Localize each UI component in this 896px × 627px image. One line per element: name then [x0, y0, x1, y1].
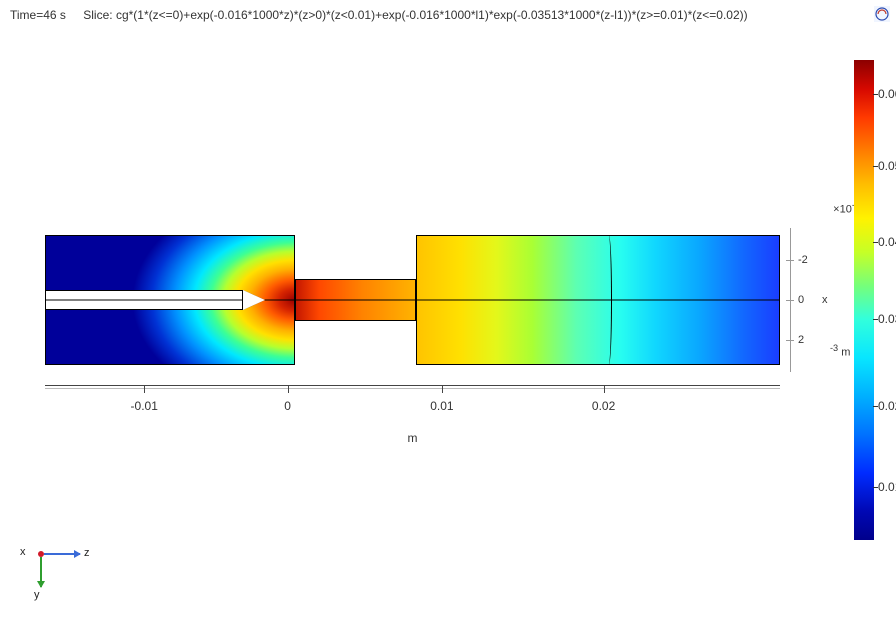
origin-axes-indicator: x z y [34, 547, 94, 597]
mini-y-tick [786, 260, 794, 261]
plot-header: Time=46 s Slice: cg*(1*(z<=0)+exp(-0.016… [10, 8, 886, 22]
colorbar-tick-label: 0.05 [878, 159, 896, 173]
x-axis-tick-label: 0.02 [592, 399, 615, 413]
origin-z-label: z [84, 547, 90, 559]
x-axis: -0.0100.010.02 m [45, 385, 780, 435]
time-label: Time=46 s [10, 8, 66, 22]
origin-y-label: y [34, 589, 40, 601]
slice-expression: Slice: cg*(1*(z<=0)+exp(-0.016*1000*z)*(… [83, 8, 747, 22]
colorbar-tick-label: 0.06 [878, 87, 896, 101]
x-axis-secondary-line [45, 388, 780, 389]
origin-y-arrow-icon [40, 557, 42, 587]
needle-body [45, 290, 243, 311]
segment-neck [295, 279, 416, 321]
x-axis-tick [144, 385, 145, 393]
colorbar-tick-label: 0.01 [878, 480, 896, 494]
x-axis-line [45, 385, 780, 386]
mini-y-tick [786, 340, 794, 341]
x-axis-tick-label: 0 [284, 399, 291, 413]
needle-tip-icon [243, 290, 265, 310]
colorbar-gradient [854, 60, 874, 540]
segment-right-fill [416, 235, 780, 365]
colorbar: 0.060.050.040.030.020.01 [854, 60, 874, 540]
mini-y-tick [786, 300, 794, 301]
mini-y-tick-label: -2 [798, 254, 808, 266]
segment-right [416, 235, 780, 365]
colorbar-tick-label: 0.04 [878, 235, 896, 249]
mini-y-tick-label: 2 [798, 334, 804, 346]
x-axis-tick [288, 385, 289, 393]
x-axis-tick-label: -0.01 [131, 399, 158, 413]
segment-neck-fill [295, 279, 416, 321]
mini-y-tick-label: 0 [798, 294, 804, 306]
colorbar-tick-label: 0.03 [878, 312, 896, 326]
mini-y-x-label: x [822, 294, 828, 306]
simulation-slice-plot [45, 235, 780, 365]
x-axis-tick [604, 385, 605, 393]
x-axis-unit: m [408, 431, 418, 445]
mini-y-unit: -3 m [830, 343, 850, 359]
origin-z-arrow-icon [44, 553, 80, 555]
origin-x-label: x [20, 546, 26, 558]
x-axis-tick-label: 0.01 [430, 399, 453, 413]
colorbar-tick-label: 0.02 [878, 399, 896, 413]
x-axis-tick [442, 385, 443, 393]
comsol-logo-icon [874, 6, 890, 22]
mini-y-axis: ×10-3 0-22 x -3 m [782, 228, 832, 372]
